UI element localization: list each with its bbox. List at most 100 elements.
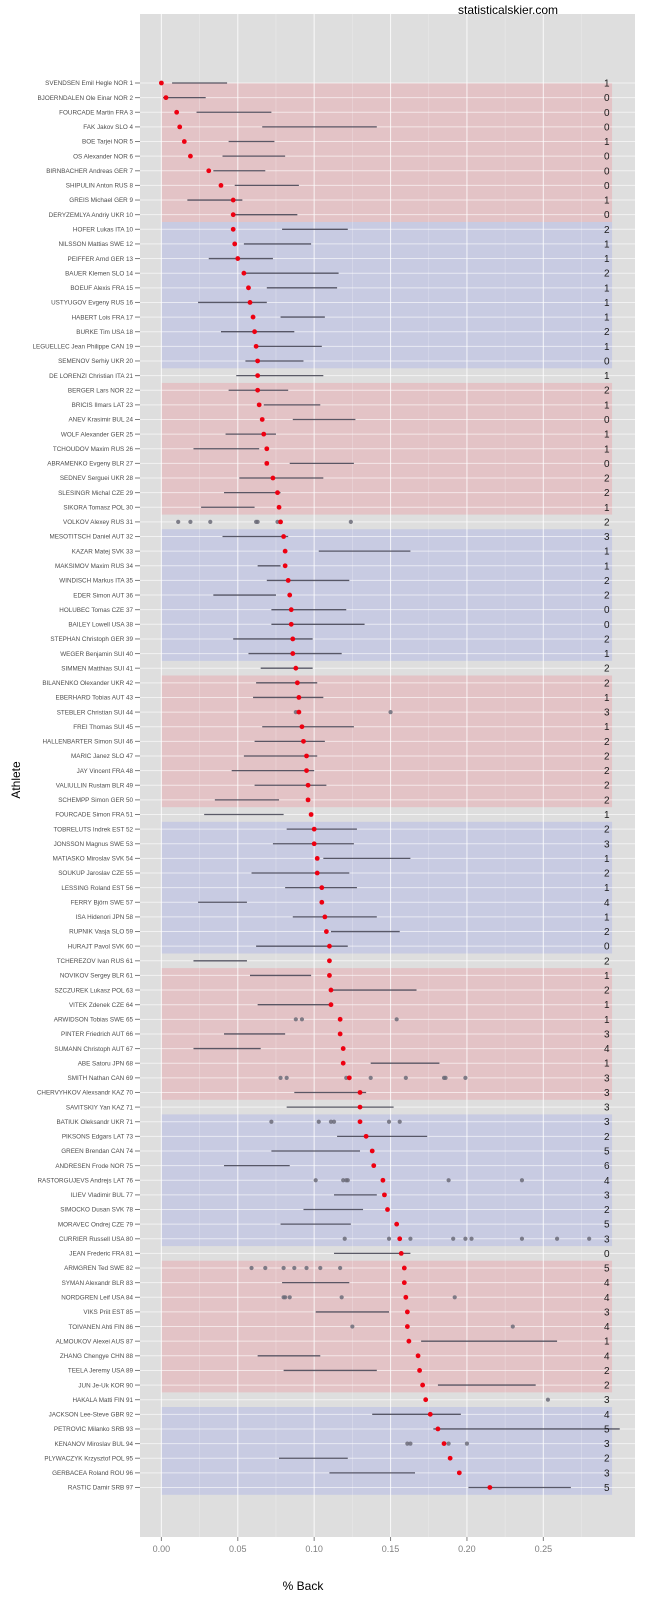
athlete-row: BAUER Klemen SLO 14 2: [65, 269, 610, 280]
other-result-point: [463, 1075, 468, 1080]
athlete-label: HOLUBEC Tomas CZE 37: [59, 607, 133, 614]
x-tick-label: 0.10: [305, 1544, 323, 1554]
count-label: 0: [604, 1249, 610, 1260]
result-point: [435, 1426, 441, 1432]
athlete-label: GERBACEA Roland ROU 96: [52, 1470, 133, 1477]
result-point: [427, 1411, 433, 1417]
count-label: 2: [604, 1205, 610, 1216]
athlete-label: JEAN Frederic FRA 81: [69, 1251, 133, 1258]
count-label: 3: [604, 1088, 610, 1099]
athlete-label: PEIFFER Arnd GER 13: [68, 256, 134, 263]
athlete-row: FOURCADE Martin FRA 3 0: [59, 108, 610, 119]
athlete-row: TEELA Jeremy USA 89 2: [68, 1366, 610, 1377]
result-point: [304, 753, 309, 759]
count-label: 3: [604, 1190, 610, 1201]
other-result-point: [318, 1265, 323, 1271]
result-point: [357, 1104, 363, 1110]
athlete-label: HABERT Lois FRA 17: [72, 314, 134, 321]
athlete-row: NORDGREN Leif USA 84 4: [61, 1293, 610, 1304]
result-point: [299, 724, 305, 730]
result-point: [327, 958, 332, 964]
other-result-point: [208, 519, 213, 525]
result-point: [322, 914, 328, 920]
result-point: [253, 343, 259, 349]
result-point: [314, 855, 320, 861]
count-label: 0: [604, 181, 610, 192]
count-label: 3: [604, 1234, 610, 1245]
count-label: 4: [604, 1176, 610, 1187]
count-label: 1: [604, 298, 610, 309]
other-result-point: [464, 1441, 470, 1446]
other-result-point: [341, 1178, 346, 1183]
athlete-label: BAILEY Lowell USA 38: [68, 622, 133, 629]
athlete-row: CHERVYHKOV Alexsandr KAZ 70 3: [37, 1088, 610, 1099]
athlete-label: ILIEV Vladimir BUL 77: [71, 1192, 134, 1199]
count-label: 0: [604, 210, 610, 221]
athlete-row: FERRY Björn SWE 57 4: [71, 898, 610, 909]
x-tick-label: 0.05: [229, 1544, 247, 1554]
athlete-row: TCHEREZOV Ivan RUS 61 2: [57, 956, 610, 967]
athlete-row: NOVIKOV Sergey BLR 61 1: [60, 971, 610, 982]
result-point: [314, 870, 320, 876]
count-label: 2: [604, 781, 610, 792]
athlete-row: VOLKOV Alexey RUS 31 2: [63, 517, 610, 528]
result-point: [282, 548, 288, 554]
other-result-point: [408, 1441, 413, 1446]
athlete-row: JACKSON Lee-Steve GBR 92 4: [49, 1410, 610, 1421]
other-result-point: [405, 1441, 410, 1446]
result-point: [206, 168, 212, 174]
athlete-row: FREI Thomas SUI 45 1: [73, 722, 610, 733]
athlete-row: PEIFFER Arnd GER 13 1: [68, 254, 610, 265]
count-label: 1: [604, 254, 610, 265]
athlete-label: NORDGREN Leif USA 84: [61, 1294, 133, 1301]
count-label: 2: [604, 327, 610, 338]
athlete-label: EBERHARD Tobias AUT 43: [56, 695, 134, 702]
count-label: 1: [604, 1337, 610, 1348]
other-result-point: [394, 1017, 399, 1022]
athlete-label: SAVITSKIY Yan KAZ 71: [66, 1104, 134, 1111]
athlete-row: HALLENBARTER Simon SUI 46 2: [42, 737, 610, 748]
athlete-label: JACKSON Lee-Steve GBR 92: [49, 1412, 134, 1419]
athlete-row: BERGER Lars NOR 22 2: [68, 386, 610, 397]
count-label: 1: [604, 342, 610, 353]
athlete-row: SUMANN Christoph AUT 67 4: [54, 1044, 610, 1055]
watermark: statisticalskier.com: [458, 3, 558, 17]
other-result-point: [519, 1236, 525, 1241]
athlete-label: GREIS Michael GER 9: [69, 197, 133, 204]
count-label: 4: [604, 1278, 610, 1289]
athlete-label: FOURCADE Simon FRA 51: [55, 812, 133, 819]
result-point: [288, 621, 294, 627]
athlete-label: BOEUF Alexis FRA 15: [70, 285, 133, 292]
athlete-row: SCHEMPP Simon GER 50 2: [58, 795, 610, 806]
athlete-row: SOUKUP Jaroslav CZE 55 2: [58, 869, 610, 880]
count-label: 1: [604, 137, 610, 148]
athlete-row: MORAVEC Ondrej CZE 79 5: [58, 1220, 610, 1231]
count-label: 2: [604, 488, 610, 499]
athlete-label: SVENDSEN Emil Hegle NOR 1: [45, 80, 133, 87]
athlete-label: ALMOUKOV Alexei AUS 87: [56, 1338, 134, 1345]
count-label: 1: [604, 693, 610, 704]
result-point: [487, 1485, 493, 1490]
count-label: 3: [604, 1117, 610, 1128]
athlete-row: SZCZUREK Lukasz POL 63 2: [54, 986, 610, 997]
y-axis-title: Athlete: [9, 761, 23, 799]
athlete-label: MATIASKO Miroslav SVK 54: [53, 856, 134, 863]
athlete-row: JONSSON Magnus SWE 53 3: [54, 839, 610, 850]
count-label: 1: [604, 371, 610, 382]
athlete-row: ARMGREN Ted SWE 82 5: [64, 1264, 610, 1275]
other-result-point: [451, 1236, 456, 1241]
athlete-label: OS Alexander NOR 6: [73, 153, 133, 160]
athlete-label: BAUER Klemen SLO 14: [65, 270, 133, 277]
count-label: 1: [604, 283, 610, 294]
count-label: 0: [604, 605, 610, 616]
count-label: 3: [604, 1468, 610, 1479]
athlete-label: BJOERNDALEN Ole Einar NOR 2: [37, 95, 133, 102]
result-point: [401, 1265, 407, 1271]
athlete-row: TOIVANEN Ahti FIN 86 4: [68, 1322, 610, 1333]
result-point: [327, 943, 332, 949]
athlete-label: ISA Hidenori JPN 58: [76, 914, 134, 921]
result-point: [163, 95, 169, 101]
athlete-label: BERGER Lars NOR 22: [68, 387, 134, 394]
count-label: 3: [604, 1439, 610, 1450]
